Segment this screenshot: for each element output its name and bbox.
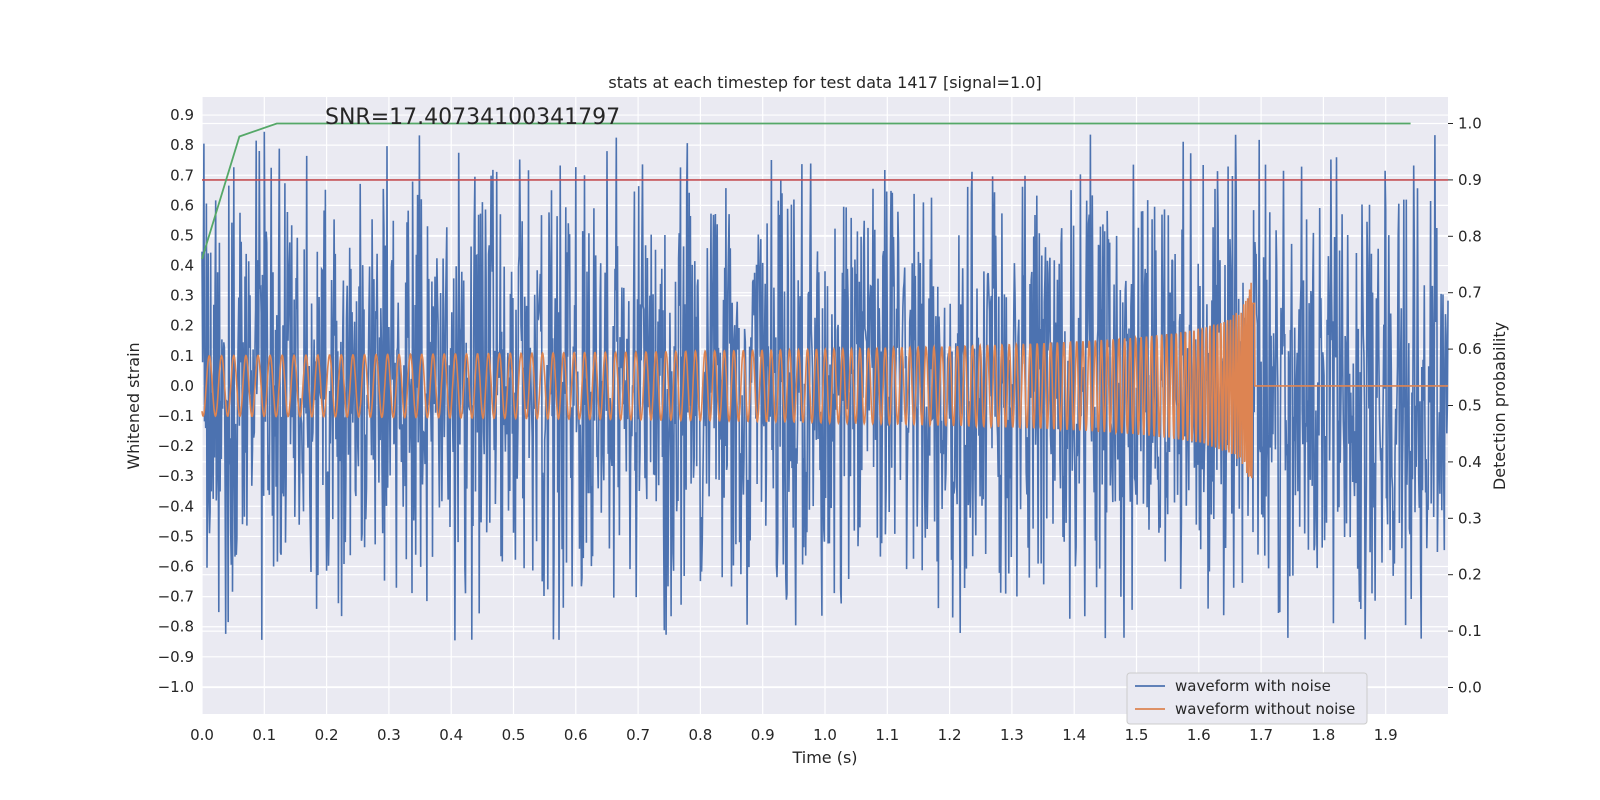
legend-box bbox=[1126, 672, 1368, 725]
y-right-tick-label: 0.8 bbox=[1458, 227, 1482, 245]
y-left-tick-label: 0.3 bbox=[170, 287, 194, 305]
y-left-tick-label: −0.7 bbox=[158, 588, 194, 606]
y-left-tick-label: 0.8 bbox=[170, 136, 194, 154]
y-left-tick-label: −0.9 bbox=[158, 648, 194, 666]
x-tick-label: 1.1 bbox=[875, 726, 899, 744]
x-tick-label: 0.0 bbox=[190, 726, 214, 744]
x-tick-label: 1.6 bbox=[1187, 726, 1211, 744]
y-axis-left-label: Whitened strain bbox=[124, 342, 143, 469]
y-right-tick-label: 0.1 bbox=[1458, 622, 1482, 640]
x-tick-label: 0.6 bbox=[564, 726, 588, 744]
y-left-tick-label: −0.5 bbox=[158, 527, 194, 545]
y-axis-right-label: Detection probability bbox=[1490, 322, 1509, 490]
chart-title: stats at each timestep for test data 141… bbox=[608, 73, 1041, 92]
y-left-tick-label: −0.4 bbox=[158, 497, 194, 515]
legend-label-noise: waveform with noise bbox=[1175, 677, 1331, 695]
x-tick-label: 1.4 bbox=[1062, 726, 1086, 744]
x-tick-label: 1.2 bbox=[938, 726, 962, 744]
x-tick-label: 0.7 bbox=[626, 726, 650, 744]
y-right-tick-label: 0.6 bbox=[1458, 340, 1482, 358]
y-right-tick-label: 0.9 bbox=[1458, 171, 1482, 189]
x-tick-label: 1.0 bbox=[813, 726, 837, 744]
y-left-tick-label: 0.9 bbox=[170, 106, 194, 124]
y-right-tick-label: 0.4 bbox=[1458, 453, 1482, 471]
y-right-tick-label: 0.2 bbox=[1458, 566, 1482, 584]
y-left-tick-label: −0.3 bbox=[158, 467, 194, 485]
x-axis-label: Time (s) bbox=[791, 748, 857, 767]
y-right-tick-label: 0.7 bbox=[1458, 284, 1482, 302]
x-tick-label: 1.7 bbox=[1249, 726, 1273, 744]
y-left-tick-label: 0.7 bbox=[170, 166, 194, 184]
y-left-tick-label: 0.2 bbox=[170, 317, 194, 335]
snr-annotation: SNR=17.40734100341797 bbox=[325, 105, 620, 130]
y-left-tick-label: −1.0 bbox=[158, 678, 194, 696]
y-right-tick-label: 0.5 bbox=[1458, 397, 1482, 415]
x-tick-label: 0.5 bbox=[502, 726, 526, 744]
y-left-tick-label: −0.8 bbox=[158, 618, 194, 636]
y-left-tick-label: 0.5 bbox=[170, 226, 194, 244]
x-tick-label: 1.5 bbox=[1125, 726, 1149, 744]
series-waveform-without-noise bbox=[201, 282, 1448, 479]
x-tick-label: 0.9 bbox=[751, 726, 775, 744]
x-tick-label: 1.3 bbox=[1000, 726, 1024, 744]
legend-label-clean: waveform without noise bbox=[1175, 700, 1355, 718]
x-tick-label: 0.8 bbox=[688, 726, 712, 744]
y-right-tick-label: 0.0 bbox=[1458, 678, 1482, 696]
x-tick-label: 0.2 bbox=[315, 726, 339, 744]
y-left-tick-label: −0.1 bbox=[158, 407, 194, 425]
y-left-tick-label: 0.4 bbox=[170, 257, 194, 275]
legend: waveform with noise waveform without noi… bbox=[1126, 672, 1368, 725]
ticks: 0.0 0.1 0.2 0.3 0.4 0.5 0.6 0.7 0.8 0.9 1.0 1.1 1.2 1… bbox=[158, 106, 1482, 744]
x-tick-label: 0.4 bbox=[439, 726, 463, 744]
x-tick-label: 1.9 bbox=[1374, 726, 1398, 744]
x-tick-label: 0.1 bbox=[252, 726, 276, 744]
y-left-tick-label: −0.2 bbox=[158, 437, 194, 455]
y-right-tick-label: 1.0 bbox=[1458, 115, 1482, 133]
x-tick-label: 0.3 bbox=[377, 726, 401, 744]
y-left-tick-label: 0.0 bbox=[170, 377, 194, 395]
y-right-tick-label: 0.3 bbox=[1458, 509, 1482, 527]
y-left-tick-label: −0.6 bbox=[158, 558, 194, 576]
series-detection-probability bbox=[201, 122, 1411, 260]
y-left-tick-label: 0.6 bbox=[170, 196, 194, 214]
x-tick-label: 1.8 bbox=[1311, 726, 1335, 744]
y-left-tick-label: 0.1 bbox=[170, 347, 194, 365]
plot-series bbox=[201, 122, 1449, 641]
